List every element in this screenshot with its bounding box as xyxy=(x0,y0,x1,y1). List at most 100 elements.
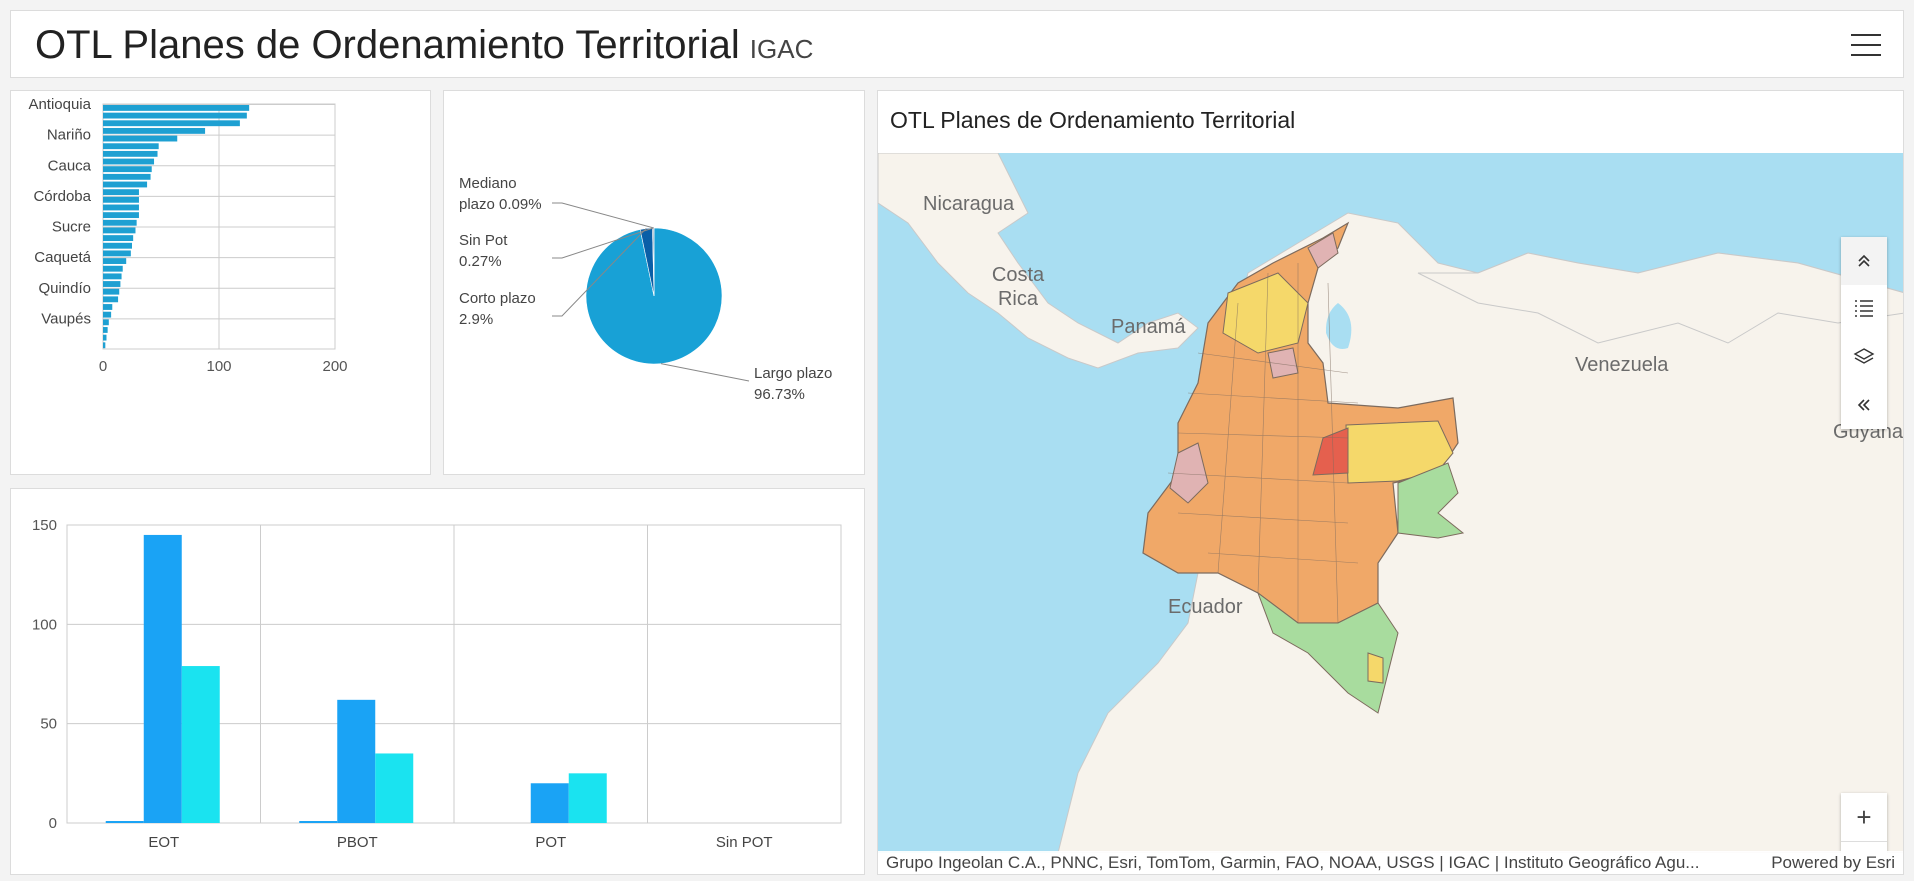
bar-26 xyxy=(103,304,112,310)
basemap xyxy=(878,153,1903,853)
y-category-label: Quindío xyxy=(38,280,91,297)
column-bar xyxy=(299,821,337,823)
bar-5 xyxy=(103,143,159,149)
x-tick-label: 100 xyxy=(206,358,231,375)
map-view[interactable]: Nicaragua Costa Rica Panamá Venezuela Gu… xyxy=(878,153,1903,853)
map-attribution: Grupo Ingeolan C.A., PNNC, Esri, TomTom,… xyxy=(878,851,1903,874)
bar-18 xyxy=(103,243,132,249)
y-category-label: Antioquia xyxy=(28,96,91,113)
bar-3 xyxy=(103,128,205,134)
pie-label: Largo plazo xyxy=(754,365,832,382)
bar-11 xyxy=(103,189,139,195)
pie-label: Corto plazo xyxy=(459,290,536,307)
label-panama: Panamá xyxy=(1111,316,1186,339)
plazo-pie-chart: Largo plazo 96.73% Corto plazo 2.9% Sin Pot 0… xyxy=(444,91,866,476)
collapse-left-icon[interactable] xyxy=(1841,381,1887,429)
y-category-label: Córdoba xyxy=(33,188,91,205)
column-bar xyxy=(531,783,569,823)
department-bar-chart-panel: 0 100 200 Antioquia Nariño Cauca Córdoba Sucre C… xyxy=(10,90,431,475)
layers-icon[interactable] xyxy=(1841,333,1887,381)
menu-icon[interactable] xyxy=(1851,31,1881,59)
y-tick-label: 150 xyxy=(32,517,57,534)
powered-by-esri-link[interactable]: Powered by Esri xyxy=(1763,853,1895,873)
x-category-label: Sin POT xyxy=(716,834,773,851)
bar-7 xyxy=(103,159,154,165)
bar-23 xyxy=(103,281,120,287)
department-bar-chart: 0 100 200 Antioquia Nariño Cauca Córdoba Sucre C… xyxy=(11,91,432,476)
y-category-label: Caquetá xyxy=(34,249,91,266)
app-header: OTL Planes de Ordenamiento Territorial IG… xyxy=(10,10,1904,78)
collapse-up-icon[interactable] xyxy=(1841,237,1887,285)
bar-19 xyxy=(103,250,131,256)
bar-13 xyxy=(103,205,139,211)
bar-28 xyxy=(103,319,109,325)
label-nicaragua: Nicaragua xyxy=(923,193,1014,216)
label-costa-rica: Costa Rica xyxy=(978,263,1058,311)
colombia-yellow-region-south xyxy=(1368,653,1383,683)
x-tick-label: 0 xyxy=(99,358,107,375)
bar-16 xyxy=(103,228,135,234)
map-panel: OTL Planes de Ordenamiento Territorial N… xyxy=(877,90,1904,875)
pie-label: 96.73% xyxy=(754,386,805,403)
bar-22 xyxy=(103,273,122,279)
y-category-label: Vaupés xyxy=(41,310,91,327)
x-category-label: POT xyxy=(535,834,566,851)
bar-10 xyxy=(103,182,147,188)
bar-14 xyxy=(103,212,139,218)
x-tick-label: 200 xyxy=(322,358,347,375)
pie-label: Sin Pot xyxy=(459,232,508,249)
bar-8 xyxy=(103,166,152,172)
attribution-text: Grupo Ingeolan C.A., PNNC, Esri, TomTom,… xyxy=(886,853,1699,873)
app-subtitle: IGAC xyxy=(750,34,814,64)
x-category-label: PBOT xyxy=(337,834,378,851)
bar-21 xyxy=(103,266,123,272)
map-header: OTL Planes de Ordenamiento Territorial xyxy=(878,91,1903,153)
bar-9 xyxy=(103,174,151,180)
y-tick-label: 50 xyxy=(40,716,57,733)
app-title-text: OTL Planes de Ordenamiento Territorial xyxy=(35,23,740,67)
column-bar xyxy=(144,535,182,823)
bar-31 xyxy=(103,342,105,348)
pie-label: 0.27% xyxy=(459,253,502,270)
label-venezuela: Venezuela xyxy=(1575,354,1668,377)
app-title: OTL Planes de Ordenamiento Territorial IG… xyxy=(35,23,813,68)
pie-label: Mediano xyxy=(459,175,517,192)
pie-label: 2.9% xyxy=(459,311,493,328)
zoom-in-icon[interactable]: + xyxy=(1841,793,1887,841)
bar-20 xyxy=(103,258,126,264)
column-bar xyxy=(182,666,220,823)
bar-25 xyxy=(103,296,118,302)
bar-0 xyxy=(103,105,249,111)
column-bar xyxy=(337,700,375,823)
plazo-pie-chart-panel: Largo plazo 96.73% Corto plazo 2.9% Sin Pot 0… xyxy=(443,90,865,475)
bar-29 xyxy=(103,327,108,333)
bar-4 xyxy=(103,136,177,142)
pie-label: plazo 0.09% xyxy=(459,196,542,213)
bar-27 xyxy=(103,312,111,318)
bar-17 xyxy=(103,235,133,241)
leader-line xyxy=(661,364,749,381)
bar-2 xyxy=(103,120,240,126)
x-category-label: EOT xyxy=(148,834,179,851)
column-bar xyxy=(106,821,144,823)
map-toolbar xyxy=(1841,237,1887,429)
y-category-label: Sucre xyxy=(52,219,91,236)
pot-type-column-chart: 0 50 100 150 EOT PBOT POT Sin POT xyxy=(11,489,866,876)
bar-12 xyxy=(103,197,139,203)
legend-list-icon[interactable] xyxy=(1841,285,1887,333)
pot-type-column-chart-panel: 0 50 100 150 EOT PBOT POT Sin POT xyxy=(10,488,865,875)
bar-1 xyxy=(103,113,247,119)
bar-6 xyxy=(103,151,158,157)
bar-15 xyxy=(103,220,137,226)
y-category-label: Nariño xyxy=(47,127,91,144)
leader-line xyxy=(552,203,654,228)
map-title: OTL Planes de Ordenamiento Territorial xyxy=(890,107,1295,134)
y-category-label: Cauca xyxy=(48,157,92,174)
column-bar xyxy=(375,753,413,823)
label-ecuador: Ecuador xyxy=(1168,596,1243,619)
y-tick-label: 100 xyxy=(32,616,57,633)
zoom-controls: + – xyxy=(1841,793,1887,853)
bar-24 xyxy=(103,289,119,295)
y-tick-label: 0 xyxy=(49,815,57,832)
bar-30 xyxy=(103,335,106,341)
